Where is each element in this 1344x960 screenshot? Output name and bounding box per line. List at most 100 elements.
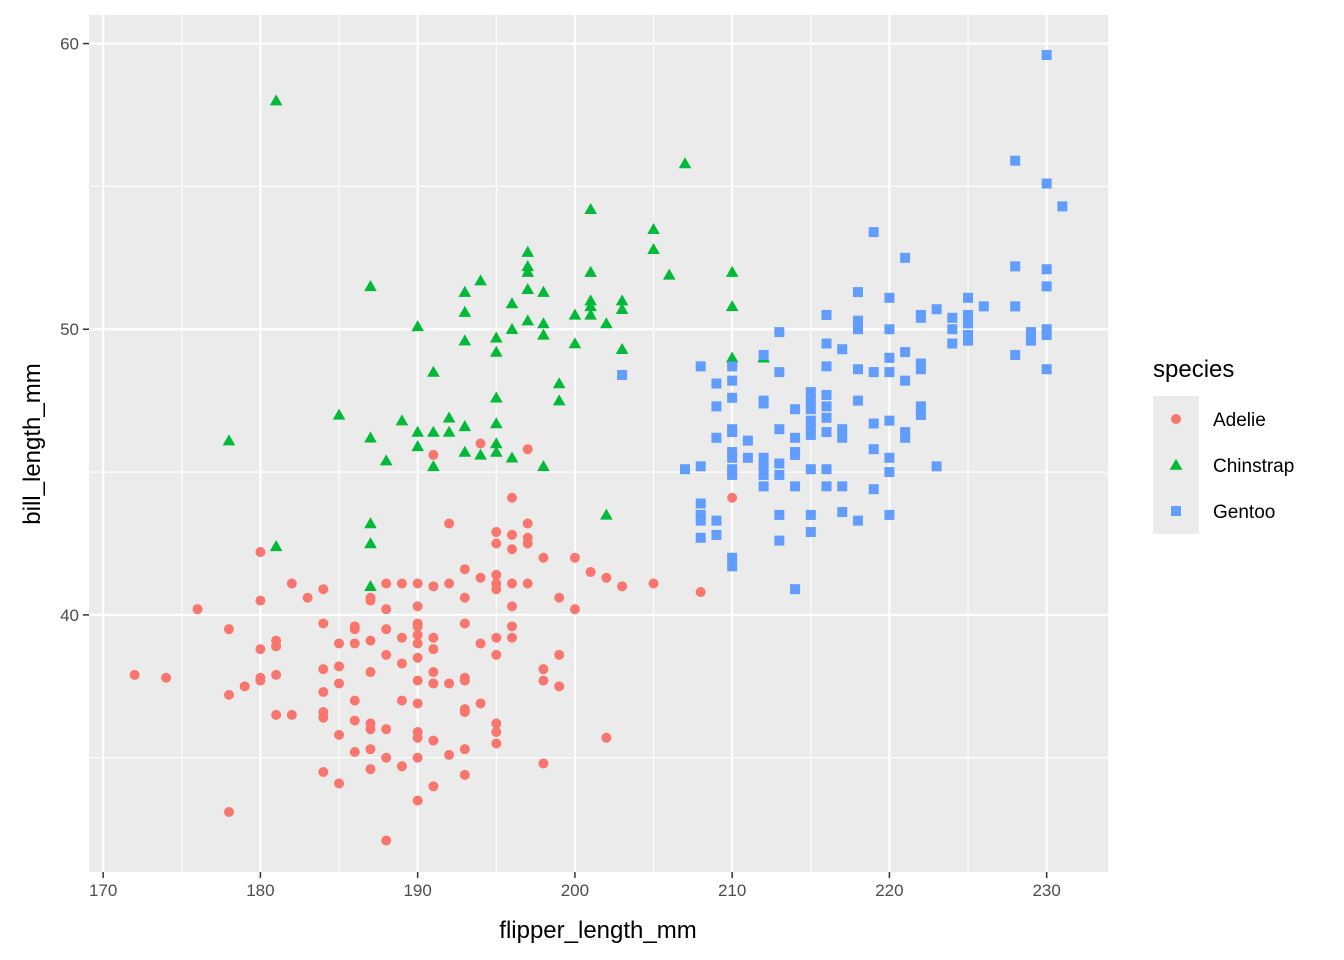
point-chinstrap [647,242,660,254]
point-adelie [381,578,392,589]
point-adelie [695,587,706,598]
point-chinstrap [725,265,739,277]
point-adelie [491,649,502,660]
point-chinstrap [521,282,535,294]
point-gentoo [837,481,848,492]
point-gentoo [727,469,738,480]
point-gentoo [805,509,816,520]
point-chinstrap [364,280,377,292]
point-gentoo [695,498,706,509]
point-chinstrap [427,460,440,472]
point-chinstrap [489,391,503,403]
point-adelie [318,584,329,595]
point-gentoo [915,409,926,420]
point-chinstrap [615,302,629,314]
point-chinstrap [552,377,566,389]
point-adelie [569,604,580,615]
point-adelie [381,604,392,615]
point-gentoo [852,364,863,375]
point-chinstrap [364,517,377,529]
point-gentoo [1041,324,1052,335]
legend: species Adelie Chinstrap Gentoo [1153,356,1294,534]
point-adelie [223,807,234,818]
point-adelie [412,675,423,686]
point-gentoo [711,401,722,412]
point-gentoo [758,469,769,480]
point-adelie [271,709,282,720]
point-gentoo [695,461,706,472]
point-chinstrap [411,440,424,452]
point-gentoo [884,352,895,363]
point-gentoo [617,369,628,380]
point-gentoo [805,395,816,406]
point-adelie [286,709,297,720]
point-chinstrap [458,285,472,297]
point-adelie [381,835,392,846]
point-chinstrap [584,308,597,320]
point-chinstrap [725,351,739,363]
point-adelie [459,704,470,715]
point-gentoo [742,435,753,446]
point-chinstrap [521,314,535,326]
point-gentoo [931,461,942,472]
point-chinstrap [427,365,440,377]
point-adelie [318,687,329,698]
point-gentoo [915,364,926,375]
point-adelie [491,718,502,729]
point-chinstrap [552,394,566,406]
grid-major [89,15,1108,872]
point-gentoo [963,329,974,340]
point-gentoo [774,327,785,338]
point-gentoo [695,509,706,520]
point-chinstrap [489,417,503,429]
point-adelie [428,581,439,592]
point-gentoo [758,461,769,472]
point-chinstrap [222,434,236,446]
point-adelie [507,601,518,612]
legend-label-adelie: Adelie [1213,410,1266,431]
point-gentoo [915,401,926,412]
point-gentoo [1010,301,1021,312]
point-adelie [522,578,533,589]
point-gentoo [837,344,848,355]
point-gentoo [837,432,848,443]
point-gentoo [758,452,769,463]
point-chinstrap [615,294,629,306]
point-adelie [554,649,565,660]
point-adelie [412,795,423,806]
point-adelie [459,564,470,575]
point-gentoo [900,432,911,443]
point-adelie [507,632,518,643]
point-adelie [428,667,439,678]
point-chinstrap [584,294,597,306]
point-gentoo [805,387,816,398]
point-adelie [365,667,376,678]
point-gentoo [821,361,832,372]
point-adelie [522,444,533,455]
point-adelie [444,518,455,529]
point-gentoo [711,432,722,443]
point-gentoo [884,509,895,520]
point-gentoo [852,395,863,406]
point-chinstrap [584,202,597,214]
x-tick-label: 200 [561,881,589,900]
point-adelie [365,724,376,735]
point-gentoo [884,367,895,378]
point-adelie [223,624,234,635]
point-gentoo [1041,178,1052,189]
point-gentoo [821,389,832,400]
point-gentoo [727,427,738,438]
point-adelie [255,595,266,606]
point-chinstrap [505,451,519,463]
point-gentoo [821,427,832,438]
point-gentoo [727,552,738,563]
point-chinstrap [584,300,597,312]
point-gentoo [821,338,832,349]
x-tick-label: 180 [246,881,274,900]
point-gentoo [774,367,785,378]
point-adelie [538,675,549,686]
legend-symbol-gentoo [1171,506,1181,516]
grid-minor [89,15,1108,872]
point-gentoo [758,481,769,492]
